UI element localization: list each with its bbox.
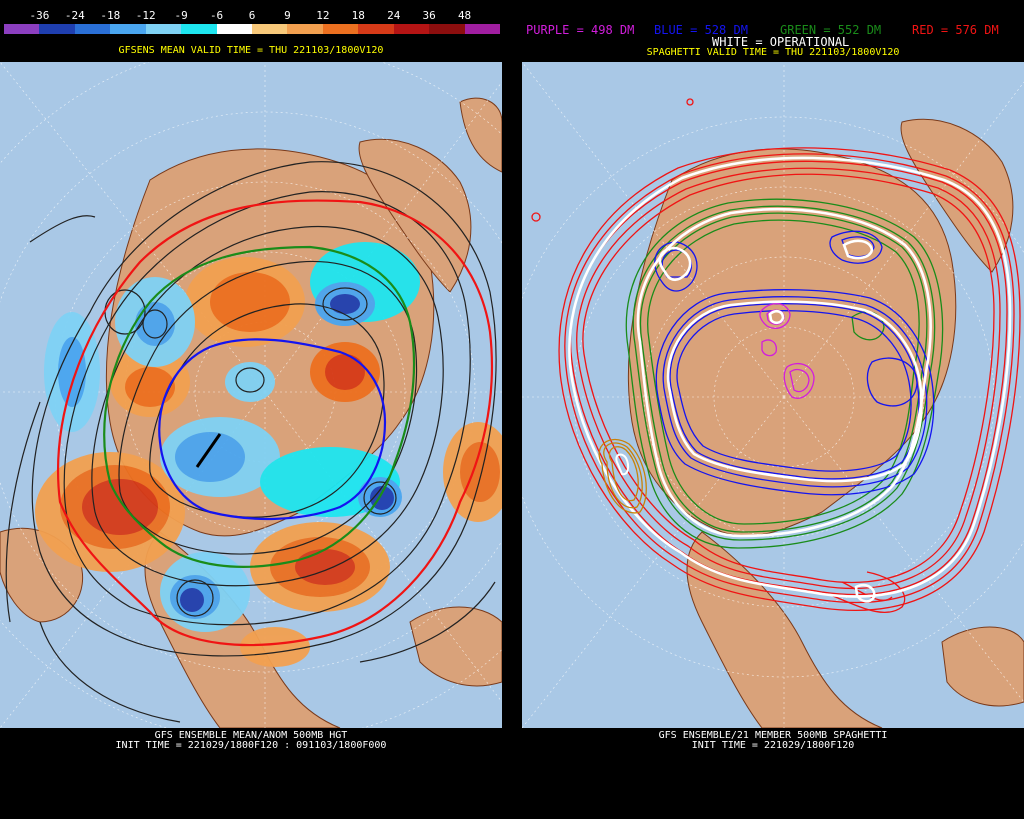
- reference-contours: [57, 199, 494, 647]
- legend-red: RED = 576 DM: [912, 23, 999, 37]
- colorbar-label: -18: [100, 9, 121, 22]
- red-576-spaghetti: [558, 147, 1021, 613]
- white-operational-contours: [568, 156, 1012, 603]
- spaghetti-footer-title: GFS ENSEMBLE/21 MEMBER 500MB SPAGHETTI: [658, 730, 888, 741]
- anomaly-colorbar: -36 -24 -18 -12 -9 -6 6 9 12 18 24 36 48: [4, 9, 501, 36]
- legend-purple: PURPLE = 498 DM: [526, 23, 635, 37]
- spaghetti-panel: PURPLE = 498 DM BLUE = 528 DM GREEN = 55…: [522, 0, 1024, 819]
- colorbar-swatch: [393, 24, 430, 34]
- ensemble-mean-panel: -36 -24 -18 -12 -9 -6 6 9 12 18 24 36 48 GFSENS MEAN…: [0, 0, 502, 819]
- green-552-spaghetti: [625, 198, 944, 549]
- colorbar-label: -6: [209, 9, 224, 22]
- legend-white: WHITE = OPERATIONAL: [712, 35, 850, 49]
- spaghetti-footer-init-time: INIT TIME = 221029/1800F120: [691, 740, 855, 751]
- colorbar-label: -24: [64, 9, 85, 22]
- orange-tropical-spaghetti: [598, 438, 647, 514]
- colorbar-label: 48: [457, 9, 472, 22]
- colorbar-swatch: [181, 24, 218, 34]
- colorbar-swatch: [252, 24, 288, 34]
- colorbar-label: 24: [387, 9, 401, 22]
- orange-operational-contour: [615, 453, 630, 476]
- trough-axis-marker: [195, 433, 222, 468]
- colorbar-swatch: [39, 24, 76, 34]
- colorbar-label: -36: [29, 9, 50, 22]
- colorbar-label: 18: [351, 9, 365, 22]
- colorbar-swatch: [74, 24, 111, 34]
- legend-blue: BLUE = 528 DM: [654, 23, 748, 37]
- mean-footer-title: GFS ENSEMBLE MEAN/ANOM 500MB HGT: [154, 730, 348, 741]
- colorbar-swatch: [429, 24, 466, 34]
- colorbar-swatch: [322, 24, 359, 34]
- spaghetti-map: [522, 62, 1024, 728]
- colorbar-swatch: [216, 24, 253, 34]
- legend-green: GREEN = 552 DM: [780, 23, 882, 37]
- colorbar-swatch: [145, 24, 182, 34]
- colorbar-swatch: [464, 24, 501, 34]
- colorbar-swatch: [4, 24, 40, 34]
- colorbar-label: 9: [284, 9, 291, 22]
- spaghetti-valid-time-header: SPAGHETTI VALID TIME = THU 221103/1800V1…: [646, 47, 900, 58]
- colorbar-label: -12: [135, 9, 156, 22]
- ensemble-mean-map: [0, 62, 502, 728]
- colorbar-swatch: [358, 24, 395, 34]
- positive-anomaly-shading: [35, 257, 502, 667]
- height-contours: [5, 161, 497, 723]
- colorbar-label: 12: [316, 9, 330, 22]
- colorbar-label: 36: [422, 9, 436, 22]
- colorbar-swatch: [287, 24, 324, 34]
- mean-valid-time-header: GFSENS MEAN VALID TIME = THU 221103/1800…: [118, 45, 384, 56]
- colorbar-label: -9: [174, 9, 188, 22]
- colorbar-swatch: [110, 24, 147, 34]
- red-isolated-contour: [531, 212, 541, 222]
- mean-footer-init-time: INIT TIME = 221029/1800F120 : 091103/180…: [115, 740, 387, 751]
- colorbar-label: 6: [248, 9, 256, 22]
